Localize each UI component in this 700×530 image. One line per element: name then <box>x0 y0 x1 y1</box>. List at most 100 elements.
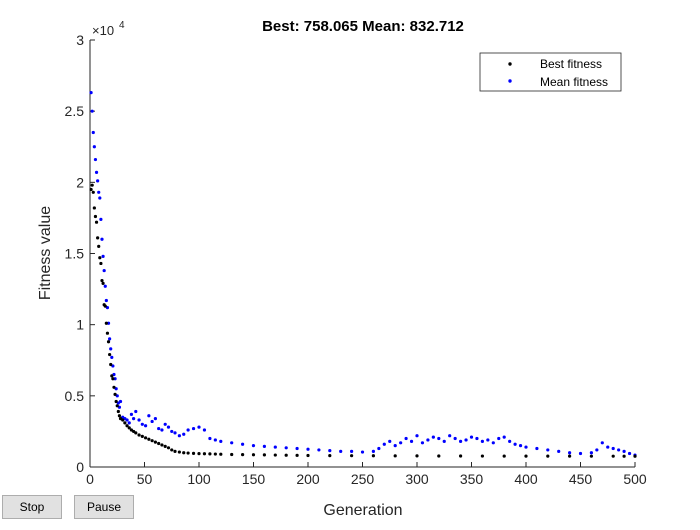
mean-fitness-point <box>475 436 479 441</box>
best-fitness-point <box>140 434 144 438</box>
best-fitness-point <box>92 206 96 210</box>
x-tick-label: 350 <box>460 471 484 487</box>
best-fitness-point <box>114 399 118 404</box>
best-fitness-point <box>182 451 186 455</box>
mean-fitness-point <box>166 425 171 429</box>
best-fitness-point <box>177 450 181 454</box>
mean-fitness-point <box>360 450 365 454</box>
x-tick-label: 250 <box>351 471 375 487</box>
mean-fitness-point <box>153 417 157 421</box>
y-tick-label: 3 <box>76 32 84 48</box>
best-fitness-point <box>113 392 117 397</box>
best-fitness-point <box>111 377 115 381</box>
mean-fitness-point <box>606 445 610 449</box>
best-fitness-point <box>115 404 119 408</box>
best-fitness-point <box>97 244 101 248</box>
best-fitness-point <box>415 454 419 458</box>
mean-fitness-point <box>328 449 332 453</box>
mean-fitness-point <box>459 439 463 443</box>
mean-fitness-point <box>251 444 256 448</box>
mean-fitness-point <box>127 421 131 425</box>
mean-fitness-point <box>339 449 343 453</box>
best-fitness-point <box>121 418 125 422</box>
x-tick-label: 0 <box>86 471 94 487</box>
mean-fitness-point <box>513 442 517 446</box>
best-fitness-point <box>112 385 116 389</box>
mean-fitness-point <box>147 414 151 418</box>
best-fitness-point <box>108 352 112 357</box>
best-fitness-point <box>213 452 217 456</box>
mean-fitness-point <box>600 441 604 445</box>
mean-fitness-point <box>109 347 113 351</box>
mean-fitness-point <box>170 429 174 434</box>
mean-fitness-point <box>377 446 381 451</box>
mean-fitness-point <box>96 179 100 183</box>
mean-fitness-point <box>101 254 105 258</box>
x-axis-label: Generation <box>323 502 402 519</box>
best-fitness-point <box>163 444 167 448</box>
mean-fitness-point <box>129 412 134 416</box>
mean-fitness-point <box>91 130 95 135</box>
legend-marker-mean <box>508 79 512 83</box>
mean-fitness-point <box>100 237 104 241</box>
mean-fitness-point <box>134 409 138 414</box>
mean-fitness-point <box>535 446 539 451</box>
mean-fitness-point <box>420 441 425 445</box>
mean-fitness-point <box>102 268 106 273</box>
best-fitness-point <box>306 453 310 458</box>
mean-fitness-point <box>213 438 217 442</box>
best-fitness-point <box>137 433 141 437</box>
mean-fitness-point <box>230 441 234 445</box>
best-fitness-point <box>89 187 93 192</box>
y-tick-label: 2.5 <box>65 103 85 119</box>
legend: Best fitness Mean fitness <box>479 52 622 92</box>
mean-fitness-point <box>186 428 190 432</box>
mean-fitness-point <box>371 449 375 453</box>
x-tick-label: 100 <box>187 471 211 487</box>
series-mean-fitness <box>89 91 637 457</box>
mean-fitness-point <box>104 298 108 303</box>
mean-fitness-point <box>306 447 310 451</box>
mean-fitness-point <box>137 418 141 422</box>
best-fitness-point <box>295 453 299 457</box>
mean-fitness-point <box>295 446 299 451</box>
mean-fitness-point <box>568 451 572 455</box>
mean-fitness-point <box>404 436 408 441</box>
best-fitness-point <box>186 451 190 455</box>
mean-fitness-point <box>202 428 207 432</box>
mean-fitness-point <box>442 439 446 443</box>
chart-title: Best: 758.065 Mean: 832.712 <box>262 18 464 35</box>
mean-fitness-point <box>611 446 615 451</box>
best-fitness-point <box>117 414 122 418</box>
mean-fitness-point <box>502 435 506 439</box>
best-fitness-point <box>100 278 104 283</box>
best-fitness-point <box>153 440 157 444</box>
legend-box <box>479 52 622 92</box>
best-fitness-point <box>241 453 245 457</box>
best-fitness-point <box>437 454 441 458</box>
best-fitness-point <box>208 452 212 456</box>
mean-fitness-point <box>350 449 354 453</box>
pause-button[interactable]: Pause <box>74 495 134 519</box>
x-tick-label: 300 <box>405 471 429 487</box>
stop-button[interactable]: Stop <box>2 495 62 519</box>
x-tick-label: 150 <box>242 471 266 487</box>
mean-fitness-point <box>426 438 430 442</box>
best-fitness-point <box>116 409 120 414</box>
mean-fitness-point <box>177 434 181 438</box>
best-fitness-point <box>191 451 196 455</box>
mean-fitness-point <box>163 422 167 426</box>
best-fitness-point <box>104 321 108 325</box>
y-tick-label: 0.5 <box>65 388 85 404</box>
x-tick-label: 200 <box>296 471 320 487</box>
best-fitness-point <box>147 437 151 441</box>
x-tick-label: 500 <box>623 471 647 487</box>
mean-fitness-point <box>317 448 321 452</box>
mean-fitness-point <box>110 355 114 359</box>
mean-fitness-point <box>197 425 201 429</box>
mean-fitness-point <box>97 190 101 194</box>
best-fitness-point <box>99 261 103 266</box>
mean-fitness-point <box>453 436 457 441</box>
best-fitness-point <box>123 421 127 425</box>
